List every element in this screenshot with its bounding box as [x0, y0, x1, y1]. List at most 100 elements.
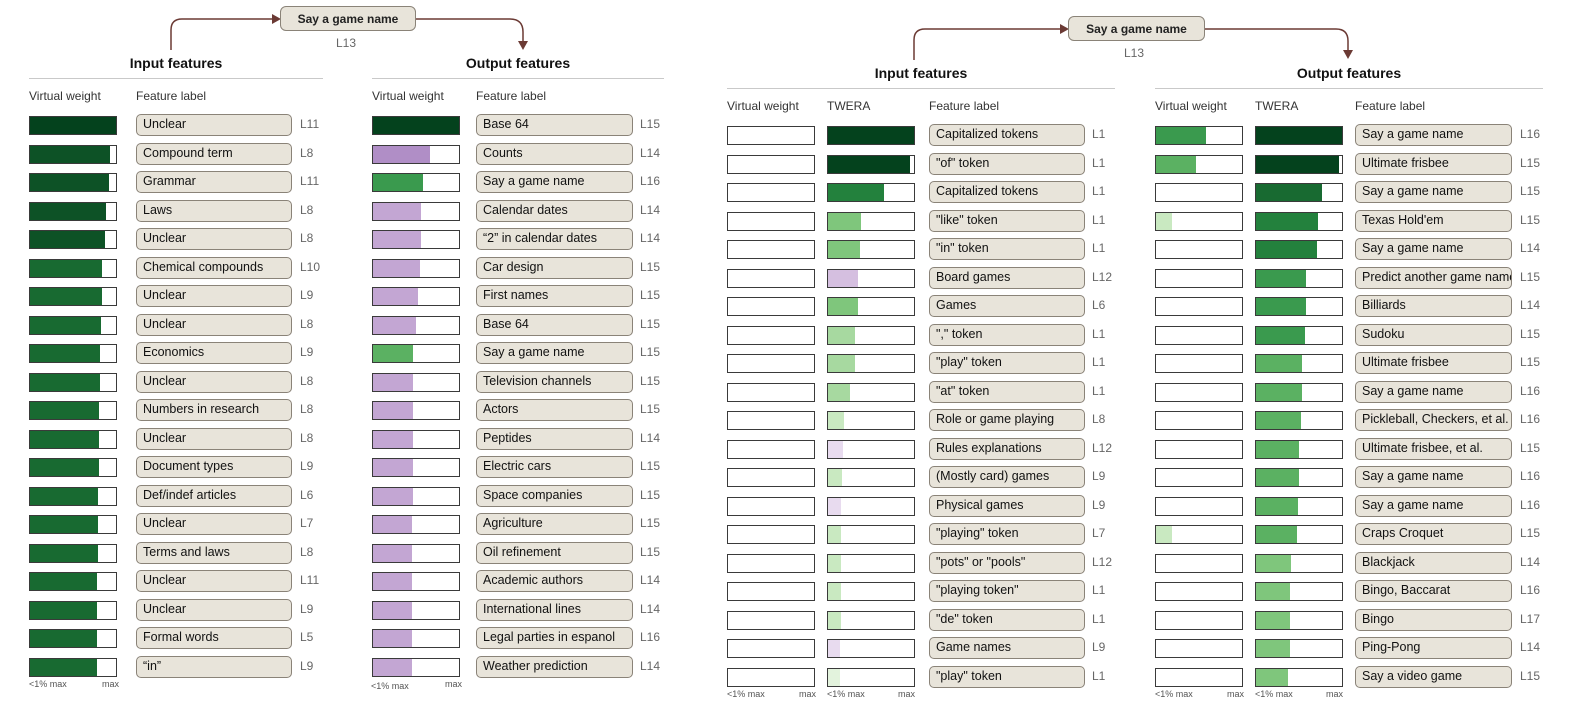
feature-label[interactable]: Say a game name — [1355, 466, 1512, 488]
feature-label[interactable]: Rules explanations — [929, 437, 1085, 460]
feature-label[interactable]: Say a game name — [1355, 124, 1512, 146]
feature-label[interactable]: Unclear — [136, 313, 292, 336]
feature-label[interactable]: “in” — [136, 655, 292, 678]
feature-label[interactable]: Formal words — [136, 627, 292, 649]
feature-label[interactable]: International lines — [476, 598, 633, 621]
feature-row: "play" token L1 — [0, 352, 1595, 374]
feature-label[interactable]: Unclear — [136, 598, 292, 621]
feature-label[interactable]: Electric cars — [476, 456, 633, 478]
feature-label[interactable]: Television channels — [476, 370, 633, 393]
feature-label[interactable]: Unclear — [136, 427, 292, 450]
feature-row: "in" token L1 — [0, 238, 1595, 260]
feature-label[interactable]: Peptides — [476, 427, 633, 450]
feature-label[interactable]: Say a game name — [476, 342, 633, 364]
twera-bar — [1255, 639, 1343, 658]
feature-label[interactable]: Say a game name — [1355, 494, 1512, 517]
virtual-weight-bar — [727, 582, 815, 601]
feature-label[interactable]: Unclear — [136, 114, 292, 136]
feature-label[interactable]: Counts — [476, 142, 633, 165]
feature-layer: L7 — [300, 516, 314, 530]
feature-label[interactable]: Terms and laws — [136, 541, 292, 564]
feature-label[interactable]: Academic authors — [476, 570, 633, 592]
feature-label[interactable]: Say a video game — [1355, 665, 1512, 688]
feature-label[interactable]: "in" token — [929, 238, 1085, 260]
feature-label[interactable]: Car design — [476, 256, 633, 279]
feature-row: Unclear L7 — [0, 513, 680, 535]
feature-label[interactable]: Oil refinement — [476, 541, 633, 564]
feature-label[interactable]: Blackjack — [1355, 551, 1512, 574]
feature-label[interactable]: First names — [476, 285, 633, 307]
feature-label[interactable]: Board games — [929, 266, 1085, 289]
virtual-weight-bar-fill — [1156, 212, 1173, 230]
feature-label[interactable]: "pots" or "pools" — [929, 551, 1085, 574]
feature-row: First names L15 — [0, 285, 680, 307]
feature-label[interactable]: Ultimate frisbee, et al. — [1355, 437, 1512, 460]
feature-label[interactable]: Pickleball, Checkers, et al. — [1355, 409, 1512, 431]
feature-label[interactable]: Economics — [136, 342, 292, 364]
feature-label[interactable]: Numbers in research — [136, 399, 292, 421]
feature-label[interactable]: Say a game name — [1355, 238, 1512, 260]
feature-label[interactable]: Ping-Pong — [1355, 637, 1512, 659]
feature-layer: L8 — [300, 231, 314, 245]
feature-label[interactable]: Weather prediction — [476, 655, 633, 678]
feature-label[interactable]: Unclear — [136, 285, 292, 307]
feature-label[interactable]: Billiards — [1355, 295, 1512, 317]
twera-bar-fill — [1256, 497, 1299, 515]
feature-label[interactable]: Agriculture — [476, 513, 633, 535]
feature-label[interactable]: Unclear — [136, 570, 292, 592]
feature-label[interactable]: Compound term — [136, 142, 292, 165]
feature-label[interactable]: Space companies — [476, 484, 633, 507]
feature-label[interactable]: Actors — [476, 399, 633, 421]
feature-label[interactable]: Say a game name — [1355, 181, 1512, 203]
twera-bar-fill — [828, 212, 861, 230]
feature-label[interactable]: "play" token — [929, 665, 1085, 688]
feature-layer: L14 — [640, 202, 661, 217]
feature-label[interactable]: "at" token — [929, 380, 1085, 403]
virtual-weight-bar-fill — [373, 402, 414, 419]
feature-label[interactable]: (Mostly card) games — [929, 466, 1085, 488]
feature-label[interactable]: Texas Hold'em — [1355, 209, 1512, 232]
feature-label[interactable]: Document types — [136, 456, 292, 478]
feature-label[interactable]: Laws — [136, 199, 292, 222]
feature-label[interactable]: "of" token — [929, 152, 1085, 175]
feature-label[interactable]: Craps Croquet — [1355, 523, 1512, 545]
feature-label[interactable]: Say a game name — [1355, 380, 1512, 403]
feature-label[interactable]: "like" token — [929, 209, 1085, 232]
feature-label[interactable]: Base 64 — [476, 313, 633, 336]
feature-label[interactable]: Chemical compounds — [136, 256, 292, 279]
feature-label[interactable]: Capitalized tokens — [929, 181, 1085, 203]
feature-label[interactable]: "playing" token — [929, 523, 1085, 545]
feature-label[interactable]: Predict another game name — [1355, 266, 1512, 289]
feature-label[interactable]: Base 64 — [476, 114, 633, 136]
feature-label[interactable]: Say a game name — [476, 171, 633, 193]
feature-label[interactable]: "de" token — [929, 608, 1085, 631]
feature-label[interactable]: Unclear — [136, 228, 292, 250]
feature-label[interactable]: “2” in calendar dates — [476, 228, 633, 250]
feature-layer: L15 — [640, 402, 661, 416]
feature-label[interactable]: Games — [929, 295, 1085, 317]
feature-label[interactable]: Ultimate frisbee — [1355, 352, 1512, 374]
feature-label[interactable]: Ultimate frisbee — [1355, 152, 1512, 175]
feature-label[interactable]: Grammar — [136, 171, 292, 193]
virtual-weight-bar-fill — [373, 630, 412, 647]
feature-label[interactable]: Game names — [929, 637, 1085, 659]
feature-label[interactable]: Legal parties in espanol — [476, 627, 633, 649]
feature-label[interactable]: Unclear — [136, 513, 292, 535]
feature-label[interactable]: Calendar dates — [476, 199, 633, 222]
feature-label[interactable]: Bingo — [1355, 608, 1512, 631]
feature-label[interactable]: "," token — [929, 323, 1085, 346]
feature-label[interactable]: Unclear — [136, 370, 292, 393]
feature-label[interactable]: Physical games — [929, 494, 1085, 517]
feature-row: Counts L14 — [0, 142, 680, 165]
feature-label[interactable]: Sudoku — [1355, 323, 1512, 346]
feature-label[interactable]: "playing token" — [929, 580, 1085, 602]
twera-bar — [827, 468, 915, 487]
twera-bar-fill — [1256, 668, 1288, 686]
feature-label[interactable]: Role or game playing — [929, 409, 1085, 431]
feature-label[interactable]: Def/indef articles — [136, 484, 292, 507]
feature-row: Unclear L9 — [0, 285, 680, 307]
feature-label[interactable]: "play" token — [929, 352, 1085, 374]
feature-label[interactable]: Bingo, Baccarat — [1355, 580, 1512, 602]
feature-label[interactable]: Capitalized tokens — [929, 124, 1085, 146]
virtual-weight-bar-fill — [30, 658, 98, 676]
